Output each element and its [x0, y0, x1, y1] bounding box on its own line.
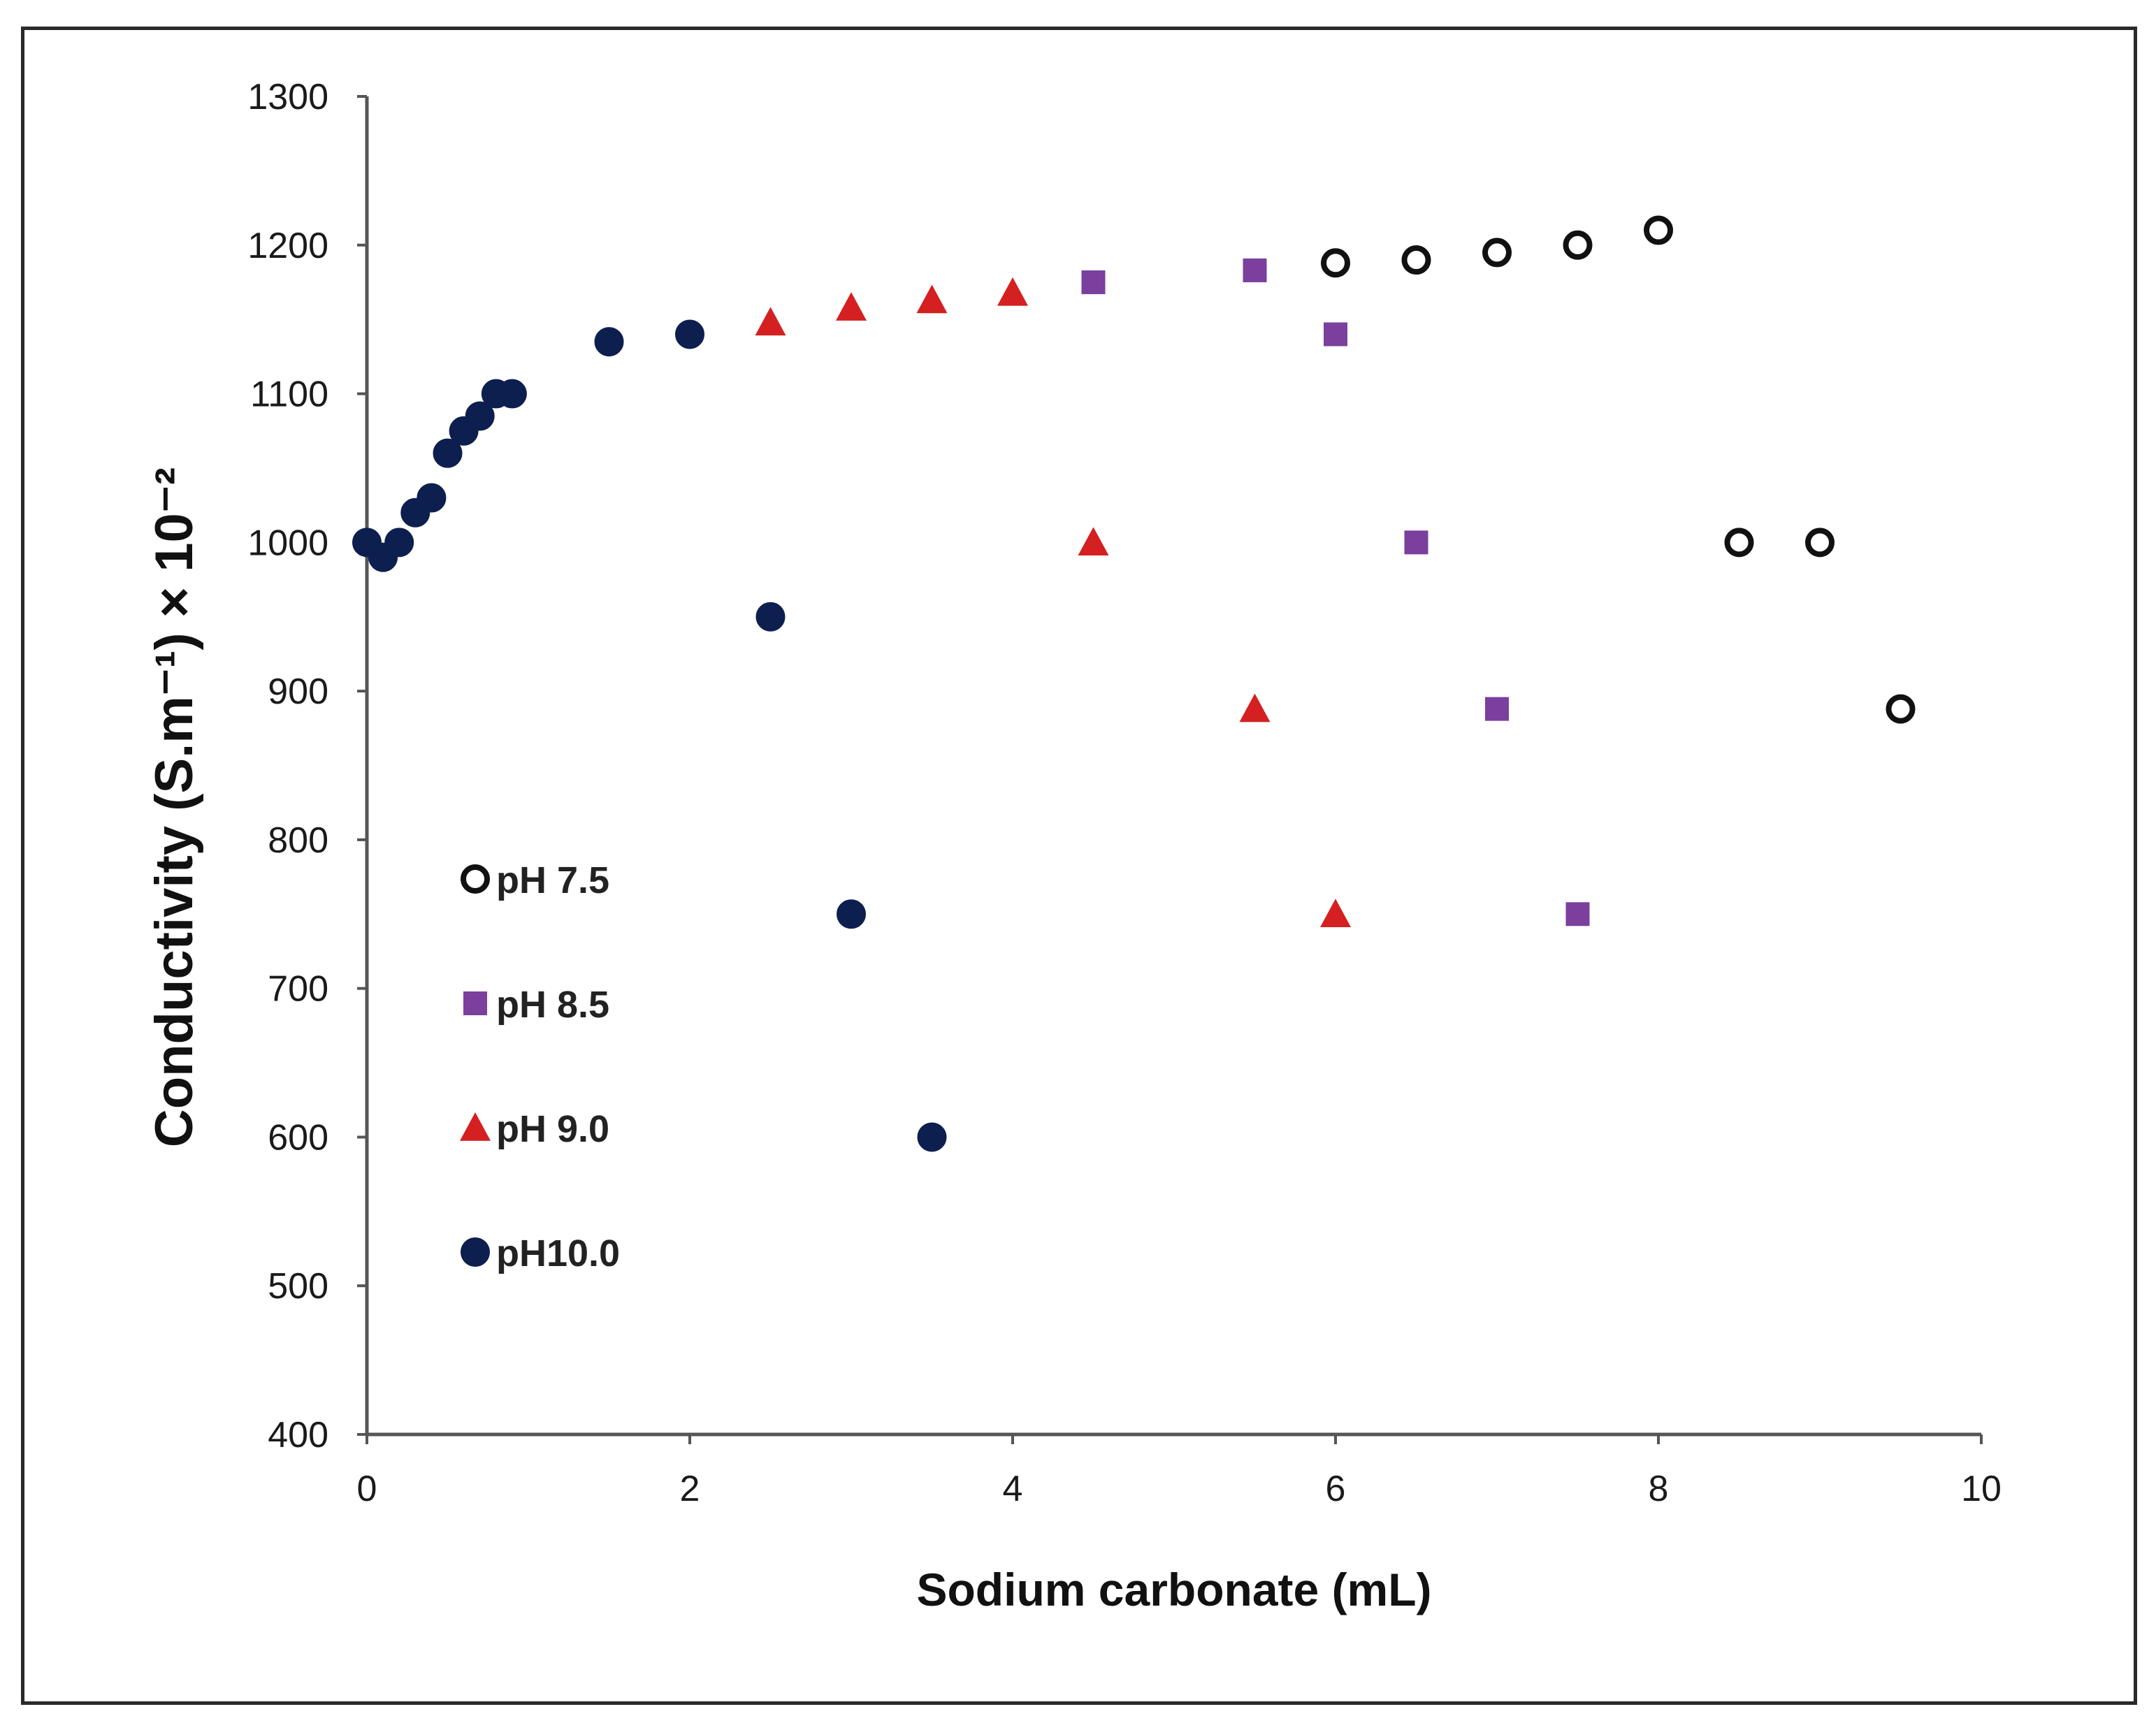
y-tick-label: 500 — [268, 1266, 328, 1307]
data-point — [675, 319, 704, 349]
data-point — [1805, 528, 1835, 558]
data-point — [755, 307, 786, 336]
data-point — [497, 379, 527, 409]
x-tick-label: 10 — [1961, 1469, 2002, 1509]
data-point — [916, 284, 948, 314]
data-point — [465, 401, 495, 431]
y-tick-label: 1000 — [247, 523, 328, 563]
y-axis-title: Conductivity (S.m⁻¹) × 10⁻² — [145, 467, 204, 1147]
data-point — [433, 438, 463, 468]
y-tick-label: 900 — [268, 671, 328, 712]
series-ph7.5 — [1321, 215, 1916, 724]
data-point — [1485, 697, 1509, 721]
legend-marker — [461, 864, 490, 894]
data-point — [1482, 238, 1512, 268]
data-point — [384, 528, 414, 558]
data-point — [1565, 902, 1590, 926]
legend-marker — [463, 991, 487, 1015]
y-tick-label: 800 — [268, 820, 328, 861]
y-tick-label: 700 — [268, 969, 328, 1010]
data-point — [755, 602, 786, 632]
data-point — [836, 292, 867, 321]
data-point — [837, 899, 866, 929]
x-tick-label: 2 — [680, 1469, 700, 1509]
data-point — [1078, 527, 1109, 556]
tick-labels: 0 2 4 6 8 10 400 500 600 700 800 900 1000 1100 1200 130… — [247, 77, 2002, 1509]
data-point — [1324, 322, 1347, 347]
data-point — [1886, 694, 1916, 724]
data-point — [1320, 899, 1351, 927]
y-tick-label: 400 — [268, 1415, 328, 1455]
data-point — [1243, 258, 1267, 282]
x-tick-label: 4 — [1003, 1469, 1023, 1509]
data-point — [1563, 230, 1593, 260]
data-point — [594, 327, 624, 357]
y-tick-label: 600 — [268, 1117, 328, 1158]
x-tick-label: 6 — [1326, 1469, 1346, 1509]
series-ph8.5 — [1081, 258, 1590, 926]
data-point — [917, 1122, 947, 1152]
x-tick-label: 8 — [1649, 1469, 1669, 1509]
legend-label: pH 9.0 — [496, 1108, 609, 1150]
legend-label: pH10.0 — [496, 1233, 620, 1274]
scatter-chart: 0 2 4 6 8 10 400 500 600 700 800 900 1000 1100 1200 130… — [145, 77, 2002, 1615]
data-point — [997, 277, 1028, 306]
axes — [365, 96, 1981, 1437]
legend-marker — [460, 1112, 491, 1141]
legend-label: pH 8.5 — [496, 984, 609, 1026]
data-point — [1321, 248, 1350, 278]
x-tick-label: 0 — [357, 1469, 377, 1509]
x-axis-title: Sodium carbonate (mL) — [916, 1564, 1431, 1615]
y-tick-label: 1300 — [247, 77, 328, 117]
data-points — [352, 215, 1916, 1152]
series-ph10.0 — [352, 319, 947, 1152]
data-point — [417, 483, 447, 513]
legend: pH 7.5 pH 8.5 pH 9.0 pH10.0 — [460, 859, 620, 1274]
data-point — [1644, 215, 1673, 245]
legend-marker — [461, 1237, 490, 1267]
y-tick-label: 1100 — [250, 375, 328, 415]
data-point — [1724, 528, 1754, 558]
series-ph9.0 — [755, 277, 1351, 927]
data-point — [1404, 530, 1428, 555]
data-point — [1239, 693, 1271, 722]
y-tick-label: 1200 — [247, 226, 328, 266]
legend-label: pH 7.5 — [496, 859, 609, 901]
chart-frame: 0 2 4 6 8 10 400 500 600 700 800 900 1000 1100 1200 130… — [21, 27, 2137, 1705]
data-point — [1401, 245, 1431, 275]
data-point — [1081, 270, 1106, 294]
